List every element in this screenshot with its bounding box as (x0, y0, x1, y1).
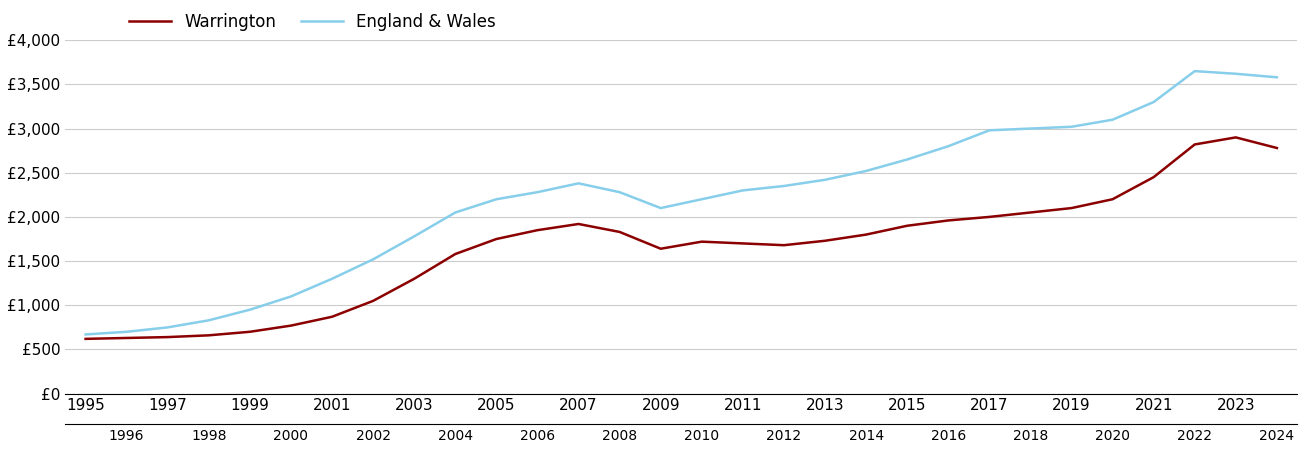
Warrington (859, 232, 874, 237)
Warrington (776, 243, 792, 248)
England & Wales (694, 197, 710, 202)
England & Wales (612, 189, 628, 195)
England & Wales (1228, 71, 1244, 76)
England & Wales (1186, 68, 1202, 74)
England & Wales (201, 318, 217, 323)
Warrington (899, 223, 915, 229)
England & Wales (941, 144, 957, 149)
Warrington (981, 214, 997, 220)
England & Wales (652, 205, 668, 211)
Warrington (406, 276, 422, 281)
Warrington (612, 229, 628, 234)
Warrington (817, 238, 833, 243)
England & Wales (1064, 124, 1079, 130)
Warrington (735, 241, 750, 246)
England & Wales (1023, 126, 1039, 131)
Warrington (652, 246, 668, 252)
England & Wales (776, 183, 792, 189)
Warrington (1105, 197, 1121, 202)
England & Wales (899, 157, 915, 162)
England & Wales (735, 188, 750, 193)
England & Wales (324, 276, 339, 281)
Warrington (694, 239, 710, 244)
England & Wales (1146, 99, 1161, 105)
Warrington (1023, 210, 1039, 215)
England & Wales (161, 324, 176, 330)
Warrington (161, 334, 176, 340)
Warrington (365, 298, 381, 304)
England & Wales (981, 128, 997, 133)
Legend: Warrington, England & Wales: Warrington, England & Wales (123, 6, 502, 37)
England & Wales (406, 234, 422, 239)
Warrington (530, 227, 545, 233)
Warrington (488, 236, 504, 242)
England & Wales (859, 168, 874, 174)
Warrington (1146, 175, 1161, 180)
England & Wales (448, 210, 463, 215)
England & Wales (1268, 75, 1284, 80)
Warrington (324, 314, 339, 319)
Warrington (570, 221, 586, 227)
Warrington (201, 333, 217, 338)
England & Wales (488, 197, 504, 202)
Warrington (1064, 205, 1079, 211)
England & Wales (119, 329, 134, 334)
Warrington (448, 252, 463, 257)
England & Wales (365, 256, 381, 262)
England & Wales (283, 294, 299, 299)
England & Wales (78, 332, 94, 337)
England & Wales (1105, 117, 1121, 122)
England & Wales (243, 307, 258, 312)
Warrington (119, 335, 134, 341)
England & Wales (817, 177, 833, 183)
England & Wales (530, 189, 545, 195)
Warrington (1186, 142, 1202, 147)
Warrington (243, 329, 258, 334)
Warrington (1228, 135, 1244, 140)
Line: Warrington: Warrington (86, 137, 1276, 339)
Line: England & Wales: England & Wales (86, 71, 1276, 334)
Warrington (941, 218, 957, 223)
Warrington (78, 336, 94, 342)
Warrington (1268, 145, 1284, 151)
Warrington (283, 323, 299, 328)
England & Wales (570, 180, 586, 186)
